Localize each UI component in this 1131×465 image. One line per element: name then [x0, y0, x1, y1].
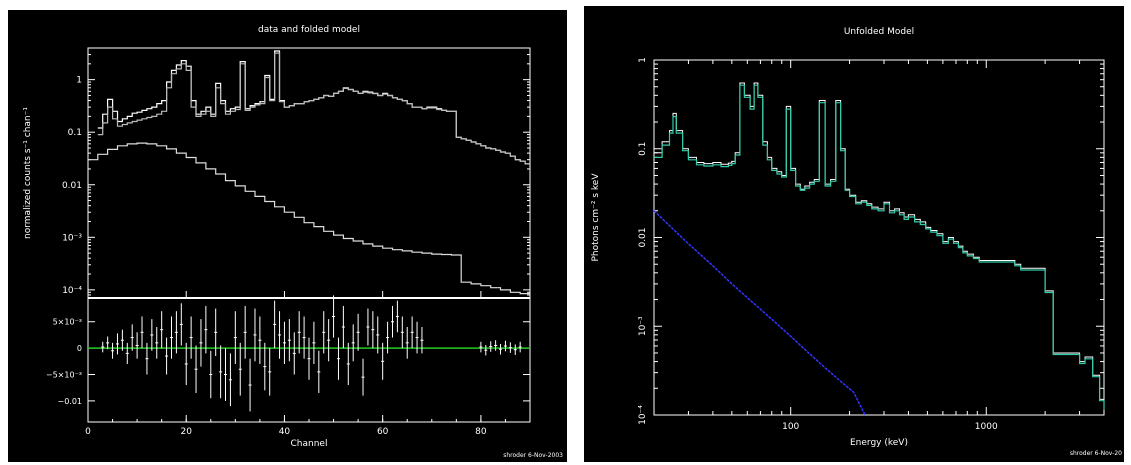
- right-chart-svg: Unfolded Model 100 1000 1 0.1 0.01 10⁻³ 10⁻⁴ Ene…: [591, 27, 1122, 457]
- left-chart-panel: data and folded model 0 20 40 60 80 1 0.1 0.01 10…: [8, 10, 567, 462]
- left-bottom-y-tick-label: −0.01: [57, 397, 82, 406]
- left-x-axis-label: Channel: [291, 439, 328, 449]
- left-bottom-y-tick-label: 0: [77, 344, 82, 353]
- right-chart-title: Unfolded Model: [844, 27, 914, 37]
- left-series-1-line: [97, 52, 531, 167]
- left-top-y-tick-label: 10⁻³: [62, 233, 82, 243]
- right-x-tick-label: 1000: [975, 422, 998, 432]
- left-x-tick-label: 80: [475, 427, 487, 437]
- left-x-tick-label: 40: [279, 427, 291, 437]
- left-bottom-y-tick-label: −5×10⁻³: [46, 371, 82, 380]
- left-top-y-tick-label: 10⁻⁴: [62, 286, 82, 296]
- left-bottom-y-tick-label: 5×10⁻³: [53, 318, 82, 327]
- left-x-tick-label: 20: [180, 427, 192, 437]
- right-y-tick-label: 1: [638, 57, 648, 63]
- right-y-axis-label: Photons cm⁻² s keV: [591, 173, 601, 262]
- left-x-tick-label: 60: [377, 427, 389, 437]
- right-y-tick-label: 10⁻³: [638, 316, 648, 336]
- left-top-y-tick-label: 0.01: [62, 181, 82, 191]
- left-top-y-tick-label: 1: [76, 76, 82, 86]
- right-x-axis-label: Energy (keV): [850, 438, 908, 448]
- left-top-frame: [87, 47, 531, 299]
- left-y-axis-label: normalized counts s⁻¹ chan⁻¹: [23, 107, 33, 239]
- right-y-tick-label: 0.01: [638, 227, 648, 247]
- left-chart-svg: data and folded model 0 20 40 60 80 1 0.1 0.01 10…: [23, 25, 563, 459]
- right-chart-panel: Unfolded Model 100 1000 1 0.1 0.01 10⁻³ 10⁻⁴ Ene…: [584, 6, 1124, 462]
- right-x-tick-label: 100: [782, 422, 799, 432]
- left-top-y-tick-label: 0.1: [68, 128, 82, 138]
- left-footer: shroder 6-Nov-2003: [503, 452, 563, 459]
- right-y-tick-label: 0.1: [638, 142, 648, 156]
- right-series-model-line: [654, 84, 1105, 410]
- left-series-0-line: [97, 50, 531, 167]
- right-series-powerlaw-line: [653, 210, 866, 416]
- right-frame: [653, 59, 1105, 416]
- right-footer: shroder 6-Nov-20: [1070, 450, 1122, 457]
- left-series-2-line: [88, 142, 531, 295]
- left-x-tick-label: 0: [85, 427, 91, 437]
- left-chart-title: data and folded model: [258, 25, 360, 35]
- right-y-tick-label: 10⁻⁴: [638, 405, 648, 425]
- right-series-total-line: [654, 82, 1105, 408]
